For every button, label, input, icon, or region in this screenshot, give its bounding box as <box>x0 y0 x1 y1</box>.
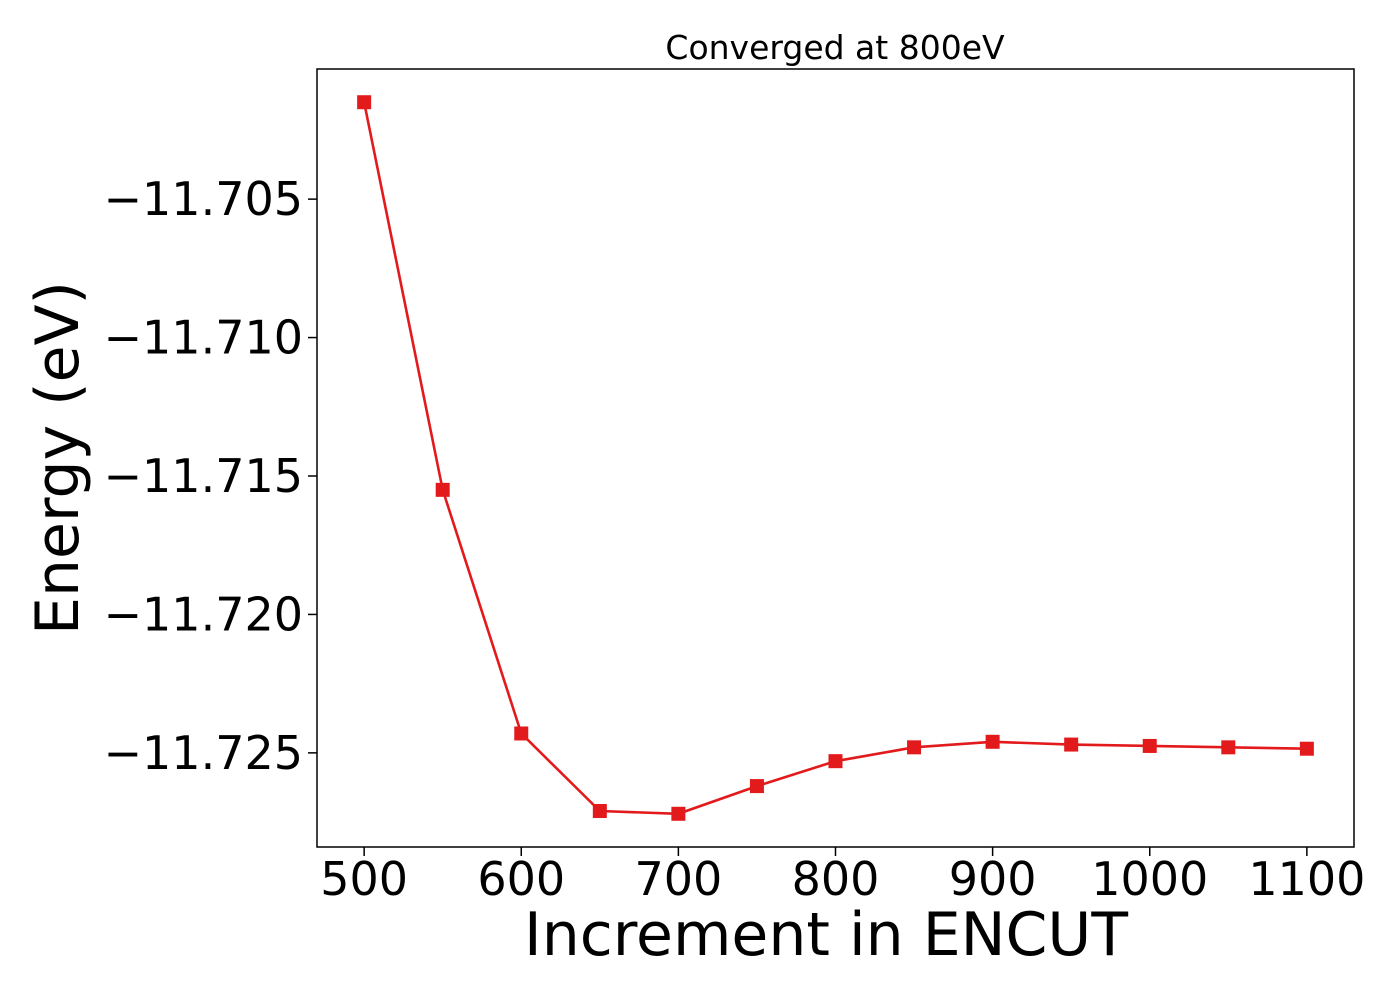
x-axis-title: Increment in ENCUT <box>524 900 1128 970</box>
data-point-marker <box>1064 737 1079 752</box>
series-layer <box>357 95 1314 821</box>
y-tick-label: −11.710 <box>104 311 304 365</box>
data-point-marker <box>749 779 764 794</box>
y-tick-label: −11.720 <box>104 587 304 641</box>
x-tick-label: 700 <box>634 852 722 906</box>
data-point-marker <box>1142 738 1157 753</box>
data-point-marker <box>357 95 372 110</box>
data-point-marker <box>592 804 607 819</box>
y-tick-label: −11.715 <box>104 449 304 503</box>
data-point-marker <box>671 806 686 821</box>
data-point-marker <box>1299 741 1314 756</box>
data-point-marker <box>514 726 529 741</box>
x-tick-label: 500 <box>320 852 408 906</box>
y-axis: −11.705 −11.710 −11.715 −11.720 −11.725 <box>104 172 317 780</box>
y-tick-label: −11.705 <box>104 172 304 226</box>
series-line <box>362 101 1307 816</box>
plot-frame <box>316 68 1355 848</box>
data-point-marker <box>1221 740 1236 755</box>
x-axis: 500 600 700 800 900 1000 1100 <box>320 847 1365 906</box>
x-tick-label: 1000 <box>1091 852 1208 906</box>
x-tick-label: 800 <box>792 852 880 906</box>
data-point-marker <box>907 740 922 755</box>
x-tick-label: 900 <box>949 852 1037 906</box>
chart-title: Converged at 800eV <box>665 28 1005 67</box>
x-tick-label: 1100 <box>1248 852 1365 906</box>
y-axis-title: Energy (eV) <box>23 281 93 635</box>
x-tick-label: 600 <box>477 852 565 906</box>
data-point-marker <box>435 482 450 497</box>
data-point-marker <box>985 734 1000 749</box>
y-tick-label: −11.725 <box>104 726 304 780</box>
data-point-marker <box>828 754 843 769</box>
